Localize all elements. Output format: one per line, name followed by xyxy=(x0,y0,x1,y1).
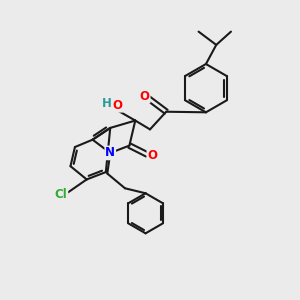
Text: H: H xyxy=(101,97,111,110)
Text: O: O xyxy=(140,90,150,103)
Text: N: N xyxy=(105,146,115,159)
Text: O: O xyxy=(112,99,123,112)
Text: Cl: Cl xyxy=(55,188,68,201)
Text: O: O xyxy=(147,149,158,162)
